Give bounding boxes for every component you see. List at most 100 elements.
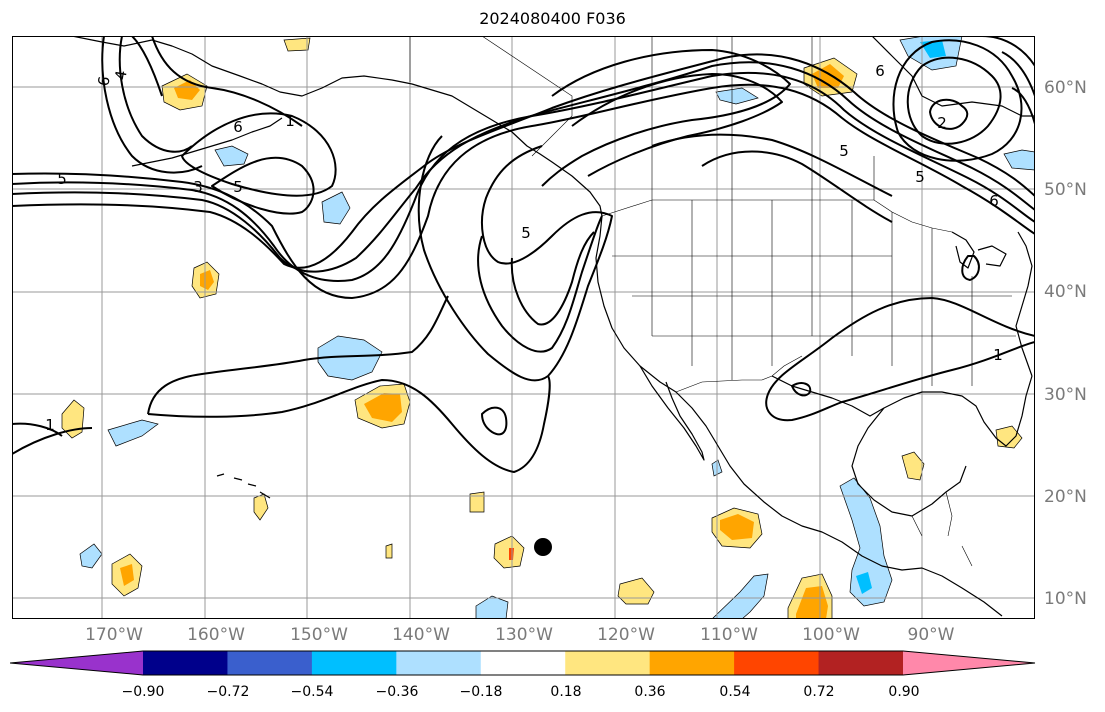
contour-label: 5 <box>915 168 925 186</box>
longitude-label: 120°W <box>597 625 655 645</box>
contour-label: 1 <box>285 112 295 130</box>
coastline-westcoast <box>595 215 1003 617</box>
border-us-mexico <box>675 355 803 393</box>
contour-label: 3 <box>193 178 203 196</box>
contour-line <box>151 36 303 127</box>
contour-line <box>510 231 595 326</box>
longitude-label: 150°W <box>290 625 348 645</box>
longitude-label: 130°W <box>495 625 553 645</box>
coastline-yucatan <box>851 407 967 517</box>
colorbar-tick-label: −0.90 <box>121 684 165 700</box>
colorbar-tick-label: 0.72 <box>803 684 835 700</box>
map-title: 2024080400 F036 <box>479 9 626 28</box>
colorbar-tick-label: −0.54 <box>290 684 334 700</box>
coastline-hawaii <box>216 473 271 499</box>
contour-label: 5 <box>839 142 849 160</box>
contour-line <box>12 71 1035 282</box>
contour-line <box>571 73 783 177</box>
contour-line <box>961 255 980 281</box>
anomaly-patch <box>120 564 134 586</box>
colorbar-segment <box>311 651 397 675</box>
contour-label: 6 <box>875 62 885 80</box>
colorbar-segment <box>818 651 904 675</box>
colorbar-tick-label: 0.54 <box>719 684 751 700</box>
location-marker <box>534 538 552 556</box>
colorbar-segment <box>143 651 228 675</box>
map-frame <box>12 36 1035 619</box>
colorbar-segment <box>227 651 313 675</box>
contour-line <box>701 150 893 223</box>
border-us-states <box>612 200 1016 386</box>
anomaly-patch <box>253 493 269 521</box>
contour-label-layer: 6 4 6 1 5 3 5 1 5 6 5 5 6 1 2 <box>45 62 1003 434</box>
contour-line <box>541 49 791 187</box>
contour-layer <box>12 36 1035 473</box>
anomaly-patch <box>283 37 311 52</box>
contour-line <box>906 56 1002 145</box>
colorbar-tick-label: −0.36 <box>375 684 419 700</box>
contour-line <box>892 39 1023 162</box>
contour-line <box>1011 87 1035 125</box>
colorbar-segment <box>649 651 735 675</box>
contour-label: 5 <box>521 224 531 242</box>
contour-label: 5 <box>57 170 67 188</box>
colorbar-segments <box>10 651 1035 675</box>
latitude-label: 40°N <box>1044 282 1087 302</box>
latitude-label: 50°N <box>1044 180 1087 200</box>
contour-line <box>181 112 337 197</box>
contour-line <box>765 297 1035 422</box>
contour-line <box>651 133 893 197</box>
contour-label: 5 <box>233 178 243 196</box>
colorbar-tick-label: −0.72 <box>206 684 250 700</box>
contour-line <box>481 406 508 436</box>
anomaly-patch <box>901 451 925 481</box>
contour-label: 6 <box>233 118 243 136</box>
anomaly-patch <box>321 191 351 225</box>
anomaly-patch <box>856 572 872 594</box>
contour-line <box>791 382 812 397</box>
anomaly-patch <box>214 145 249 167</box>
latitude-label: 10°N <box>1044 589 1087 609</box>
colorbar-segment <box>734 651 820 675</box>
border-canada-provinces <box>651 36 875 200</box>
anomaly-patch <box>174 80 200 100</box>
contour-line <box>101 36 203 174</box>
anomaly-patch <box>200 270 214 290</box>
anomaly-patch <box>617 577 655 605</box>
coastline-layer <box>71 36 1035 617</box>
coastline-alaska <box>71 36 603 217</box>
border-layer <box>409 36 1016 567</box>
contour-line <box>417 135 613 382</box>
coastline-canada-north <box>871 36 1035 117</box>
map-plot: 6 4 6 1 5 3 5 1 5 6 5 5 6 1 2 <box>12 36 1035 619</box>
longitude-label: 90°W <box>907 625 955 645</box>
border-alaska-canada <box>409 36 573 157</box>
anomaly-patch <box>839 477 893 607</box>
border-us-canada <box>601 199 953 233</box>
longitude-label: 140°W <box>392 625 450 645</box>
latitude-label: 60°N <box>1044 78 1087 98</box>
contour-label: 2 <box>937 114 947 132</box>
colorbar-tick-label: 0.90 <box>888 684 920 700</box>
anomaly-patch <box>79 543 103 569</box>
contour-line <box>147 375 551 473</box>
anomaly-patch <box>475 595 509 619</box>
anomaly-patch <box>720 514 754 540</box>
colorbar-tick-label: −0.18 <box>459 684 503 700</box>
contour-line <box>147 295 449 415</box>
coastline-eastcoast <box>1015 231 1033 377</box>
longitude-label: 100°W <box>802 625 860 645</box>
coastline-aleutians <box>131 117 283 167</box>
anomaly-patch <box>1003 149 1035 171</box>
contour-line <box>12 53 1035 269</box>
border-central-america <box>911 491 973 567</box>
longitude-label: 170°W <box>85 625 143 645</box>
colorbar-segment <box>396 651 482 675</box>
colorbar-extension-low <box>10 651 143 675</box>
colorbar-tick-label: 0.36 <box>634 684 666 700</box>
longitude-label: 110°W <box>700 625 758 645</box>
colorbar <box>10 650 1036 676</box>
contour-label: 1 <box>45 416 55 434</box>
contour-label: 6 <box>989 192 999 210</box>
coastline-baja <box>639 365 705 461</box>
